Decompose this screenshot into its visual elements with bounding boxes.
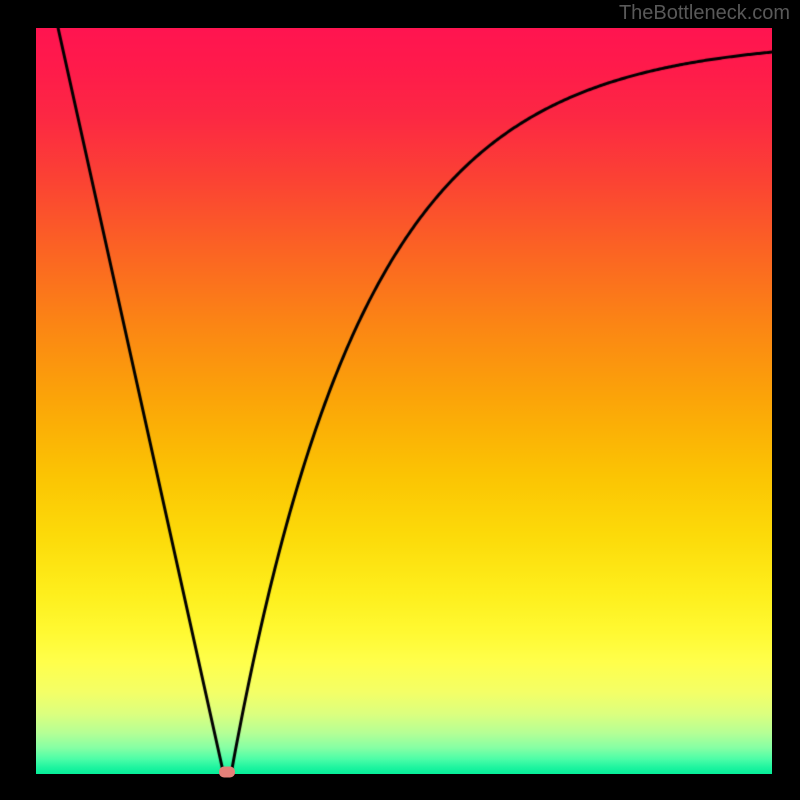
chart-frame: TheBottleneck.com bbox=[0, 0, 800, 800]
plot-area bbox=[36, 28, 772, 774]
attribution-text: TheBottleneck.com bbox=[619, 2, 790, 25]
optimum-marker bbox=[219, 766, 235, 777]
bottleneck-curve bbox=[36, 28, 772, 774]
